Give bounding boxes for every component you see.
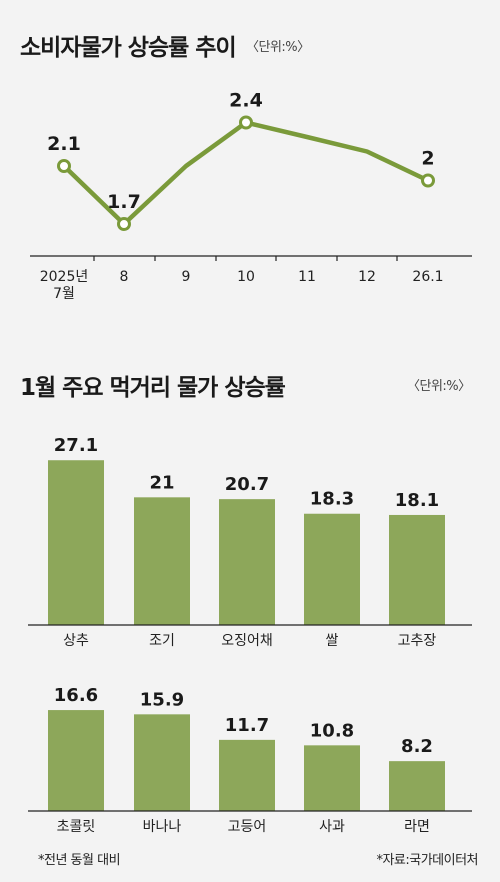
bar [134, 714, 190, 811]
bar-data-label: 18.3 [310, 489, 354, 510]
x-tick-label: 12 [358, 269, 376, 285]
bar-category-label: 고등어 [228, 819, 267, 835]
bar [304, 513, 360, 625]
x-tick-label: 2025년 7월 [40, 269, 89, 302]
bar [389, 761, 445, 811]
bar [134, 497, 190, 625]
x-tick-label: 10 [237, 269, 255, 285]
bar [219, 499, 275, 625]
x-tick-label: 26.1 [412, 269, 443, 285]
line-data-label: 2.4 [229, 90, 263, 112]
bar-data-label: 11.7 [225, 715, 269, 736]
line-chart-title: 소비자물가 상승률 추이 [20, 35, 237, 61]
line-chart-unit: 〈단위:%〉 [246, 40, 310, 55]
bar-category-label: 오징어채 [221, 633, 273, 649]
bar [304, 745, 360, 811]
bar [48, 460, 104, 625]
bar-category-label: 사과 [319, 819, 345, 835]
bar-data-label: 10.8 [310, 720, 354, 741]
x-tick-label: 8 [120, 269, 129, 285]
bar-data-label: 20.7 [225, 474, 269, 495]
bar-category-label: 고추장 [398, 633, 437, 649]
x-tick-label: 9 [182, 269, 191, 285]
bar-category-label: 조기 [149, 633, 175, 649]
line-point-marker [117, 217, 131, 231]
bar-data-label: 27.1 [54, 435, 98, 456]
footnote-comparison: *전년 동월 대비 [38, 853, 121, 868]
bar-chart-title: 1월 주요 먹거리 물가 상승률 [20, 375, 286, 401]
bar [48, 710, 104, 811]
bar-category-label: 상추 [63, 633, 89, 649]
footnote-source: *자료:국가데이터처 [376, 853, 478, 868]
bar-chart: 27.1 상추 21 조기 20.7 오징어채 18.3 쌀 18.1 고추장 16.6 초콜릿 15.… [28, 435, 472, 835]
bar-category-label: 초콜릿 [57, 819, 96, 835]
bar-data-label: 16.6 [54, 685, 98, 706]
bar-chart-unit: 〈단위:%〉 [407, 379, 471, 394]
bar-data-label: 15.9 [140, 689, 184, 710]
x-tick-label: 11 [298, 269, 316, 285]
line-point-marker [421, 173, 435, 188]
bar-data-label: 21 [149, 472, 174, 493]
line-data-label: 1.7 [107, 191, 141, 213]
line-point-marker [239, 115, 253, 130]
bar [389, 514, 445, 625]
line-data-label: 2 [421, 148, 434, 170]
bar-data-label: 18.1 [395, 490, 439, 511]
bar-category-label: 라면 [404, 819, 430, 835]
bar-data-label: 8.2 [401, 736, 433, 757]
bar-category-label: 바나나 [143, 819, 182, 835]
line-point-marker [57, 159, 71, 173]
bar [219, 739, 275, 811]
bar-category-label: 쌀 [326, 633, 339, 649]
line-data-label: 2.1 [47, 133, 81, 155]
line-chart: 2.1 1.7 2.4 2 2025년 7월 8 9 10 11 12 26.1 [30, 90, 472, 302]
